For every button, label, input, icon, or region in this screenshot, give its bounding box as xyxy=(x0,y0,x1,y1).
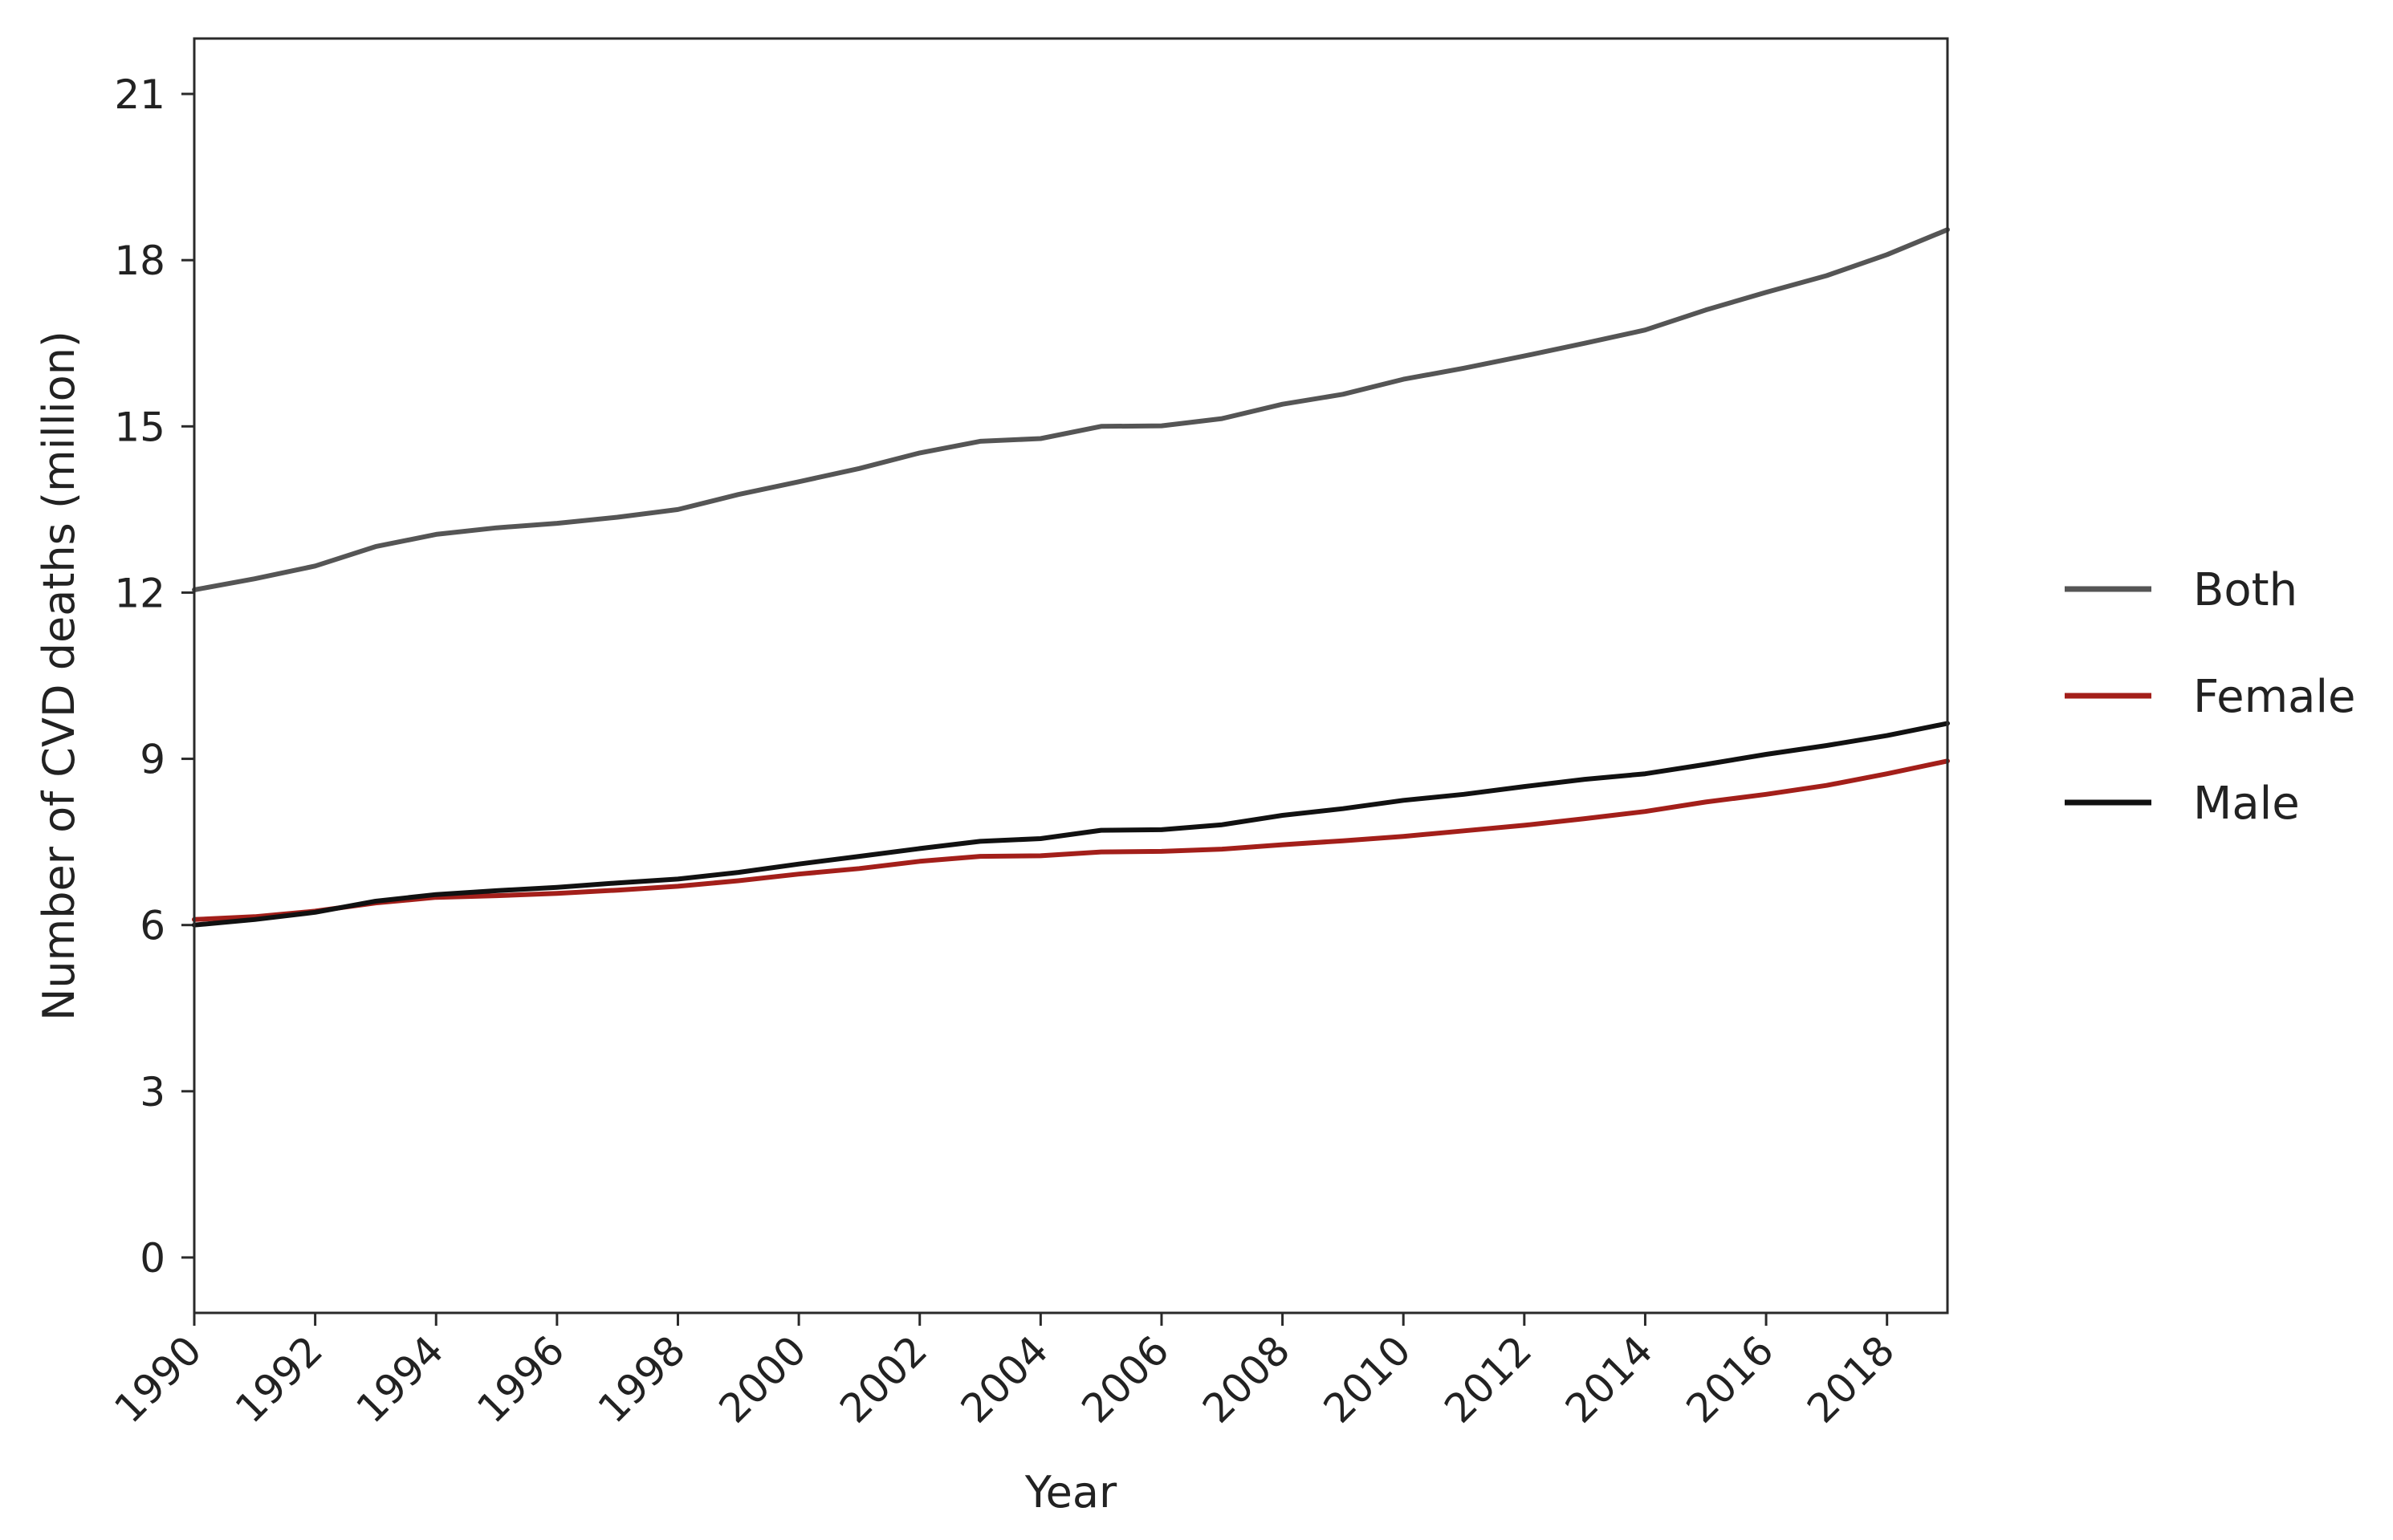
legend-label-male: Male xyxy=(2193,778,2300,830)
y-tick-label: 15 xyxy=(114,404,165,450)
x-tick-label: 2002 xyxy=(831,1327,936,1432)
plot-area-background xyxy=(194,39,1947,1313)
y-tick-label: 9 xyxy=(140,737,165,783)
legend-label-both: Both xyxy=(2193,564,2297,616)
x-tick-label: 2008 xyxy=(1194,1327,1299,1432)
x-tick-label: 2014 xyxy=(1557,1327,1662,1432)
x-axis-title: Year xyxy=(1024,1467,1117,1518)
x-axis-ticks: 1990 1992 1994 1996 1998 2000 2002 2004 2006 2008… xyxy=(105,1313,1903,1432)
series-lines xyxy=(192,227,1950,928)
y-tick-label: 6 xyxy=(140,903,165,949)
x-tick-label: 2010 xyxy=(1315,1327,1420,1432)
legend: Both Female Male xyxy=(2065,564,2355,830)
y-tick-label: 21 xyxy=(114,71,165,118)
x-tick-label: 2016 xyxy=(1678,1327,1783,1432)
x-tick-label: 1994 xyxy=(348,1327,453,1432)
series-line-male xyxy=(192,721,1950,928)
plot-frame xyxy=(193,37,1949,1314)
x-tick-label: 1996 xyxy=(468,1327,573,1432)
y-tick-label: 3 xyxy=(140,1069,165,1115)
y-tick-label: 0 xyxy=(140,1235,165,1282)
x-tick-label: 2018 xyxy=(1798,1327,1903,1432)
x-tick-label: 2004 xyxy=(952,1327,1057,1432)
y-axis-title: Number of CVD deaths (million) xyxy=(34,331,84,1021)
x-tick-label: 2006 xyxy=(1072,1327,1178,1432)
legend-label-female: Female xyxy=(2193,671,2355,723)
y-tick-label: 18 xyxy=(114,238,165,284)
x-tick-label: 1990 xyxy=(105,1327,210,1432)
y-tick-label: 12 xyxy=(114,570,165,616)
x-tick-label: 1998 xyxy=(589,1327,694,1432)
series-line-both xyxy=(192,227,1950,592)
x-tick-label: 1992 xyxy=(226,1327,332,1432)
x-tick-label: 2000 xyxy=(710,1327,816,1432)
y-axis-ticks: 0 3 6 9 12 15 18 21 xyxy=(114,71,194,1282)
x-tick-label: 2012 xyxy=(1435,1327,1540,1432)
series-line-female xyxy=(192,758,1950,922)
